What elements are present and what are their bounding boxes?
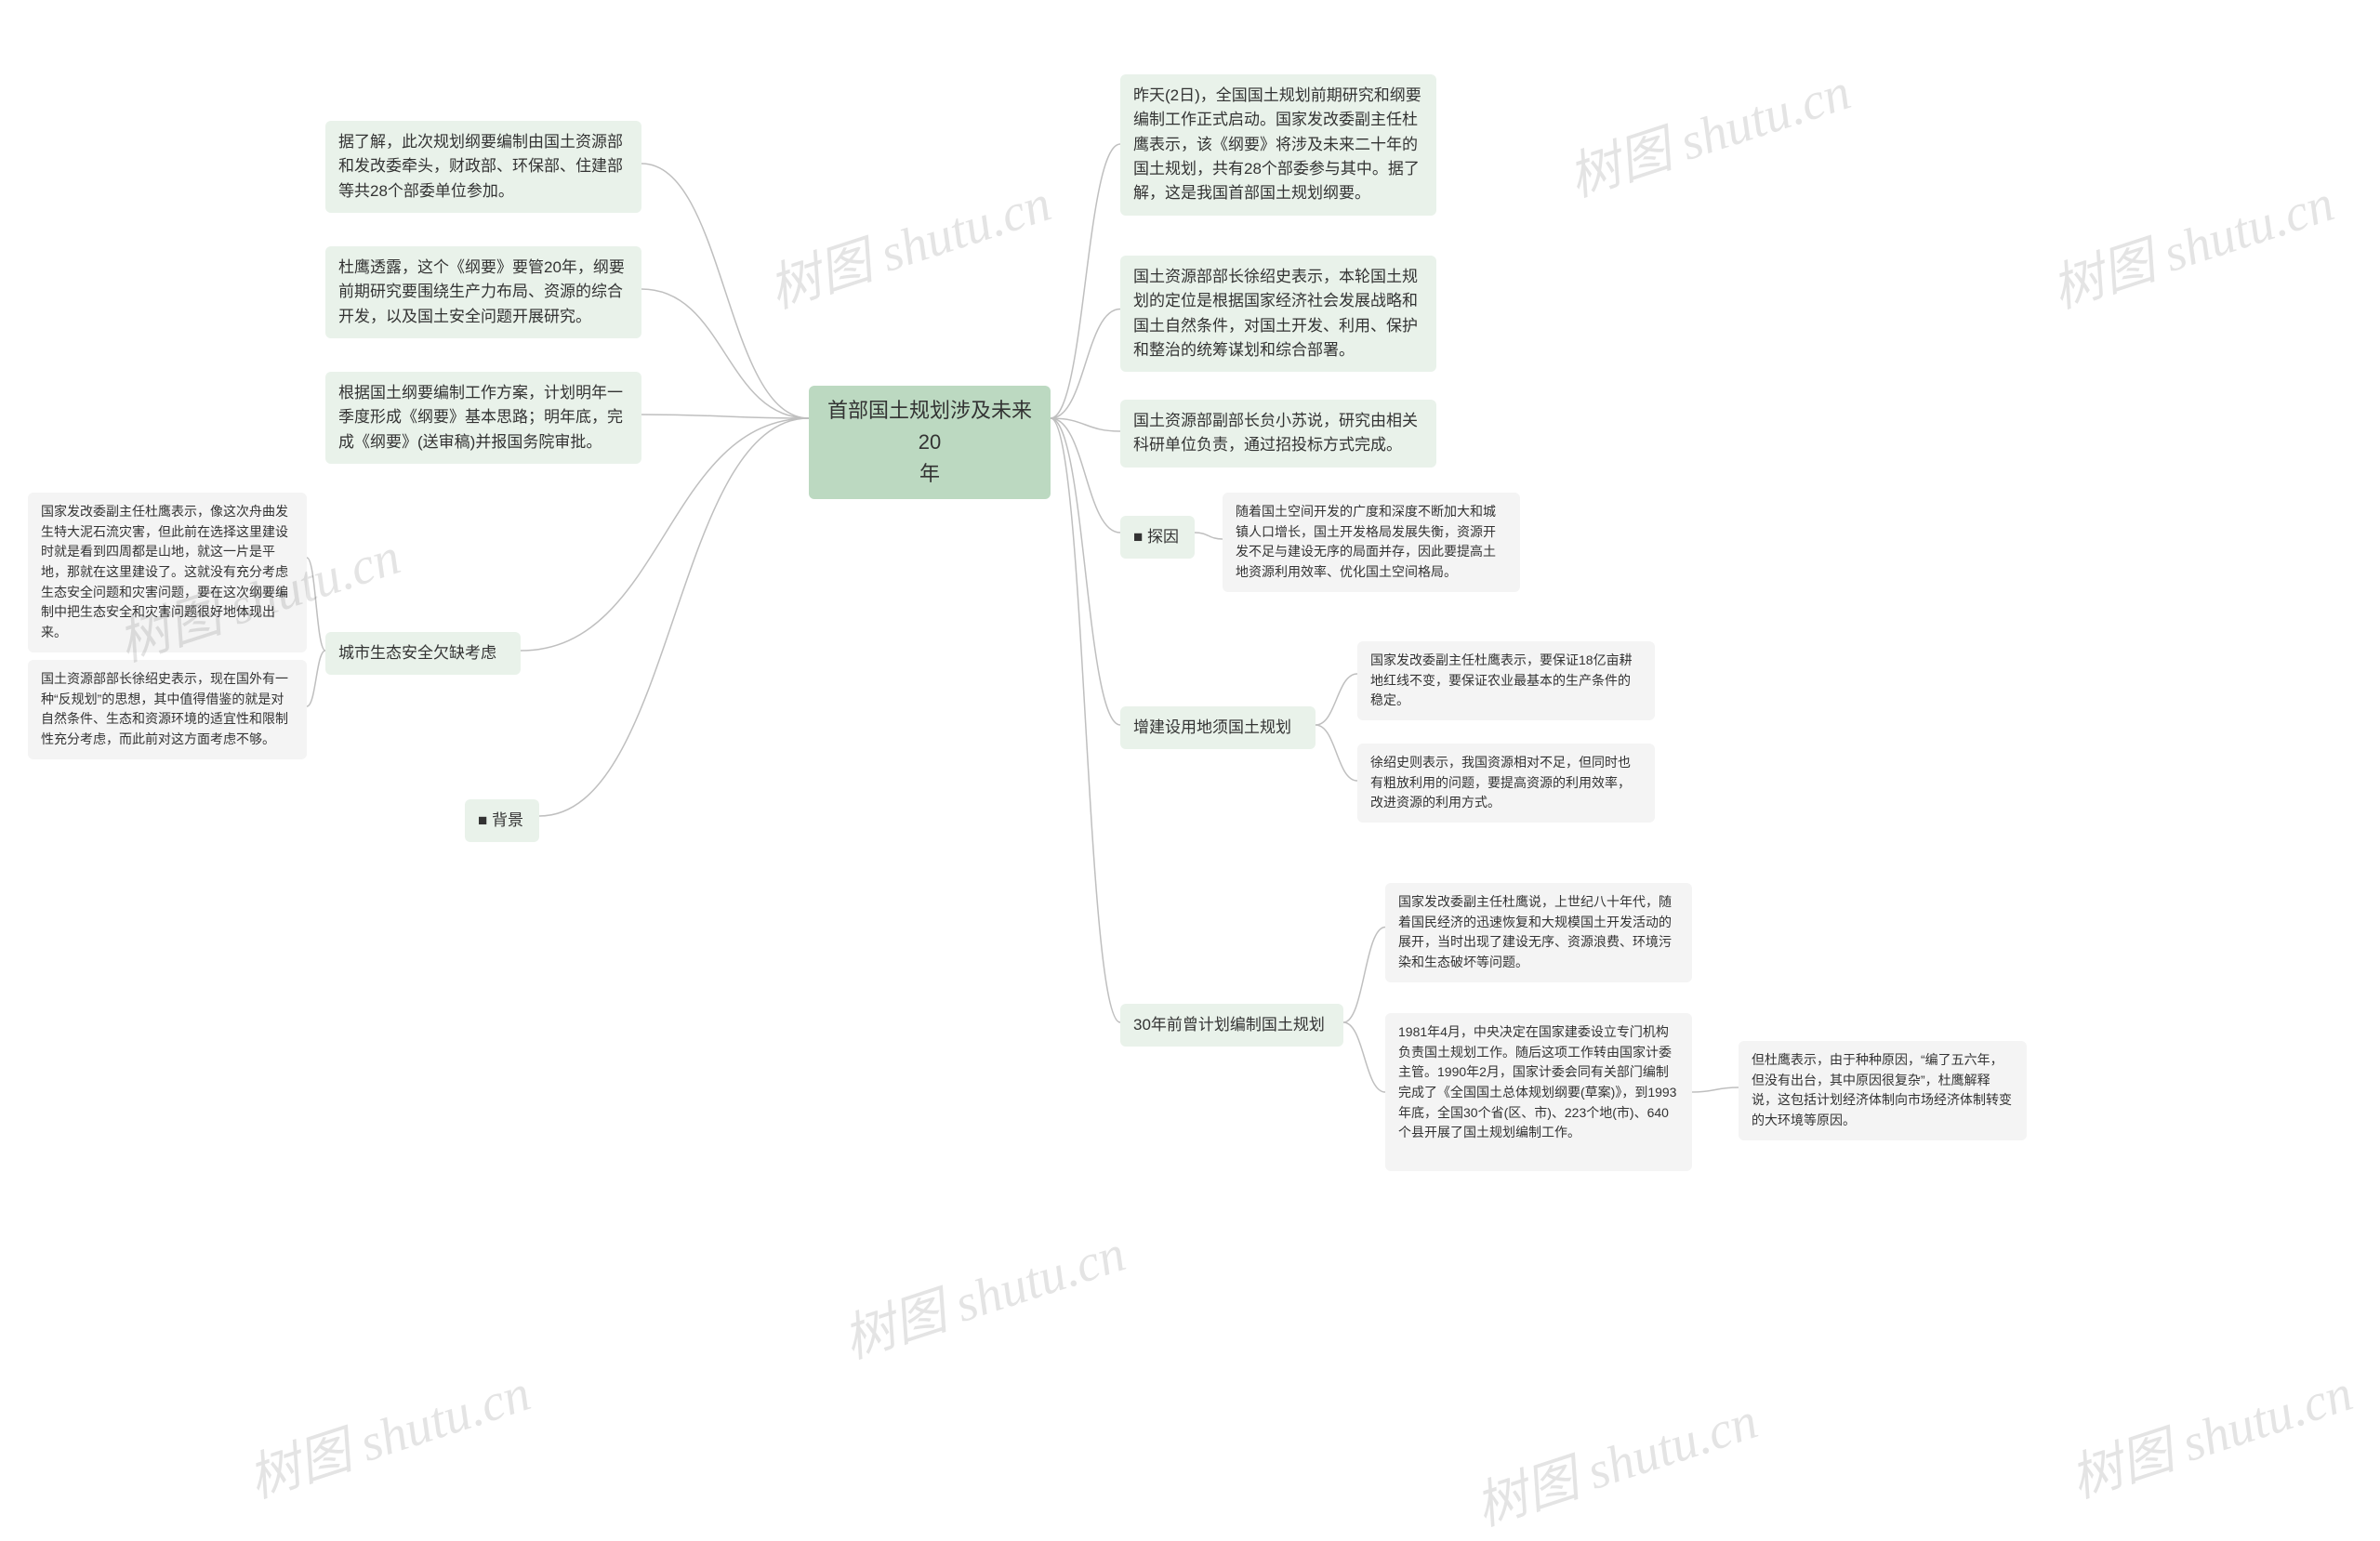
mindmap-branch-node: 背景 bbox=[465, 799, 539, 842]
mindmap-branch-node: 昨天(2日)，全国国土规划前期研究和纲要编制工作正式启动。国家发改委副主任杜鹰表… bbox=[1120, 74, 1436, 216]
node-label: 杜鹰透露，这个《纲要》要管20年，纲要前期研究要围绕生产力布局、资源的综合开发，… bbox=[338, 258, 625, 325]
mindmap-branch-node: 根据国土纲要编制工作方案，计划明年一季度形成《纲要》基本思路；明年底，完成《纲要… bbox=[325, 372, 641, 464]
watermark-text: 树图 shutu.cn bbox=[237, 1350, 538, 1512]
connector-line bbox=[307, 651, 325, 706]
connector-line bbox=[641, 289, 809, 418]
watermark-text: 树图 shutu.cn bbox=[1464, 1378, 1765, 1540]
node-label: 根据国土纲要编制工作方案，计划明年一季度形成《纲要》基本思路；明年底，完成《纲要… bbox=[338, 384, 623, 451]
connector-line bbox=[641, 415, 809, 418]
node-label: 徐绍史则表示，我国资源相对不足，但同时也有粗放利用的问题，要提高资源的利用效率，… bbox=[1370, 755, 1631, 810]
node-label: 据了解，此次规划纲要编制由国土资源部和发改委牵头，财政部、环保部、住建部等共28… bbox=[338, 133, 623, 200]
mindmap-branch-node: 增建设用地须国土规划 bbox=[1120, 706, 1316, 749]
connector-line bbox=[1343, 928, 1385, 1023]
node-label: 国家发改委副主任杜鹰说，上世纪八十年代，随着国民经济的迅速恢复和大规模国土开发活… bbox=[1398, 894, 1672, 969]
mindmap-leaf-node: 但杜鹰表示，由于种种原因，“编了五六年，但没有出台，其中原因很复杂”，杜鹰解释说… bbox=[1739, 1041, 2027, 1140]
node-label: 昨天(2日)，全国国土规划前期研究和纲要编制工作正式启动。国家发改委副主任杜鹰表… bbox=[1133, 86, 1421, 202]
mindmap-branch-node: 探因 bbox=[1120, 516, 1195, 559]
mindmap-leaf-node: 国家发改委副主任杜鹰表示，要保证18亿亩耕地红线不变，要保证农业最基本的生产条件… bbox=[1357, 641, 1655, 720]
node-label: 但杜鹰表示，由于种种原因，“编了五六年，但没有出台，其中原因很复杂”，杜鹰解释说… bbox=[1752, 1052, 2012, 1127]
node-label: 国家发改委副主任杜鹰表示，要保证18亿亩耕地红线不变，要保证农业最基本的生产条件… bbox=[1370, 652, 1633, 707]
mindmap-branch-node: 国土资源部部长徐绍史表示，本轮国土规划的定位是根据国家经济社会发展战略和国土自然… bbox=[1120, 256, 1436, 372]
connector-line bbox=[641, 164, 809, 418]
mindmap-leaf-node: 国家发改委副主任杜鹰说，上世纪八十年代，随着国民经济的迅速恢复和大规模国土开发活… bbox=[1385, 883, 1692, 982]
connector-line bbox=[1051, 144, 1120, 418]
watermark-text: 树图 shutu.cn bbox=[832, 1211, 1133, 1373]
node-label: 增建设用地须国土规划 bbox=[1133, 718, 1291, 736]
node-label: 随着国土空间开发的广度和深度不断加大和城镇人口增长，国土开发格局发展失衡，资源开… bbox=[1236, 504, 1496, 579]
mindmap-leaf-node: 1981年4月，中央决定在国家建委设立专门机构负责国土规划工作。随后这项工作转由… bbox=[1385, 1013, 1692, 1171]
mindmap-leaf-node: 国土资源部部长徐绍史表示，现在国外有一种“反规划”的思想，其中值得借鉴的就是对自… bbox=[28, 660, 307, 759]
node-label: 国土资源部副部长贠小苏说，研究由相关科研单位负责，通过招投标方式完成。 bbox=[1133, 412, 1418, 454]
mindmap-branch-node: 30年前曾计划编制国土规划 bbox=[1120, 1004, 1343, 1047]
mindmap-leaf-node: 随着国土空间开发的广度和深度不断加大和城镇人口增长，国土开发格局发展失衡，资源开… bbox=[1223, 493, 1520, 592]
connector-line bbox=[1343, 1022, 1385, 1092]
connector-line bbox=[1051, 418, 1120, 725]
watermark-text: 树图 shutu.cn bbox=[2041, 161, 2342, 323]
mindmap-branch-node: 杜鹰透露，这个《纲要》要管20年，纲要前期研究要围绕生产力布局、资源的综合开发，… bbox=[325, 246, 641, 338]
mindmap-branch-node: 城市生态安全欠缺考虑 bbox=[325, 632, 521, 675]
mindmap-branch-node: 据了解，此次规划纲要编制由国土资源部和发改委牵头，财政部、环保部、住建部等共28… bbox=[325, 121, 641, 213]
mindmap-root-node: 首部国土规划涉及未来20 年 bbox=[809, 386, 1051, 499]
node-label: 首部国土规划涉及未来20 年 bbox=[822, 395, 1038, 490]
connector-line bbox=[1051, 418, 1120, 1022]
connector-line bbox=[1051, 310, 1120, 419]
node-label: 国土资源部部长徐绍史表示，本轮国土规划的定位是根据国家经济社会发展战略和国土自然… bbox=[1133, 268, 1418, 359]
connector-line bbox=[539, 418, 809, 816]
connector-line bbox=[1051, 418, 1120, 431]
connector-line bbox=[1195, 533, 1223, 539]
node-label: 1981年4月，中央决定在国家建委设立专门机构负责国土规划工作。随后这项工作转由… bbox=[1398, 1024, 1676, 1139]
mindmap-branch-node: 国土资源部副部长贠小苏说，研究由相关科研单位负责，通过招投标方式完成。 bbox=[1120, 400, 1436, 468]
mindmap-leaf-node: 国家发改委副主任杜鹰表示，像这次舟曲发生特大泥石流灾害，但此前在选择这里建设时就… bbox=[28, 493, 307, 652]
connector-line bbox=[1692, 1087, 1739, 1092]
node-label: 背景 bbox=[478, 811, 523, 829]
mindmap-leaf-node: 徐绍史则表示，我国资源相对不足，但同时也有粗放利用的问题，要提高资源的利用效率，… bbox=[1357, 744, 1655, 823]
node-label: 国家发改委副主任杜鹰表示，像这次舟曲发生特大泥石流灾害，但此前在选择这里建设时就… bbox=[41, 504, 288, 639]
node-label: 城市生态安全欠缺考虑 bbox=[338, 644, 496, 662]
connector-line bbox=[1316, 725, 1357, 781]
watermark-text: 树图 shutu.cn bbox=[758, 161, 1059, 323]
connector-line bbox=[307, 558, 325, 651]
connector-line bbox=[1051, 418, 1120, 533]
watermark-text: 树图 shutu.cn bbox=[1557, 49, 1858, 211]
node-label: 国土资源部部长徐绍史表示，现在国外有一种“反规划”的思想，其中值得借鉴的就是对自… bbox=[41, 671, 288, 746]
node-label: 30年前曾计划编制国土规划 bbox=[1133, 1016, 1325, 1034]
connector-line bbox=[1316, 674, 1357, 725]
node-label: 探因 bbox=[1133, 528, 1179, 546]
watermark-text: 树图 shutu.cn bbox=[2059, 1350, 2360, 1512]
